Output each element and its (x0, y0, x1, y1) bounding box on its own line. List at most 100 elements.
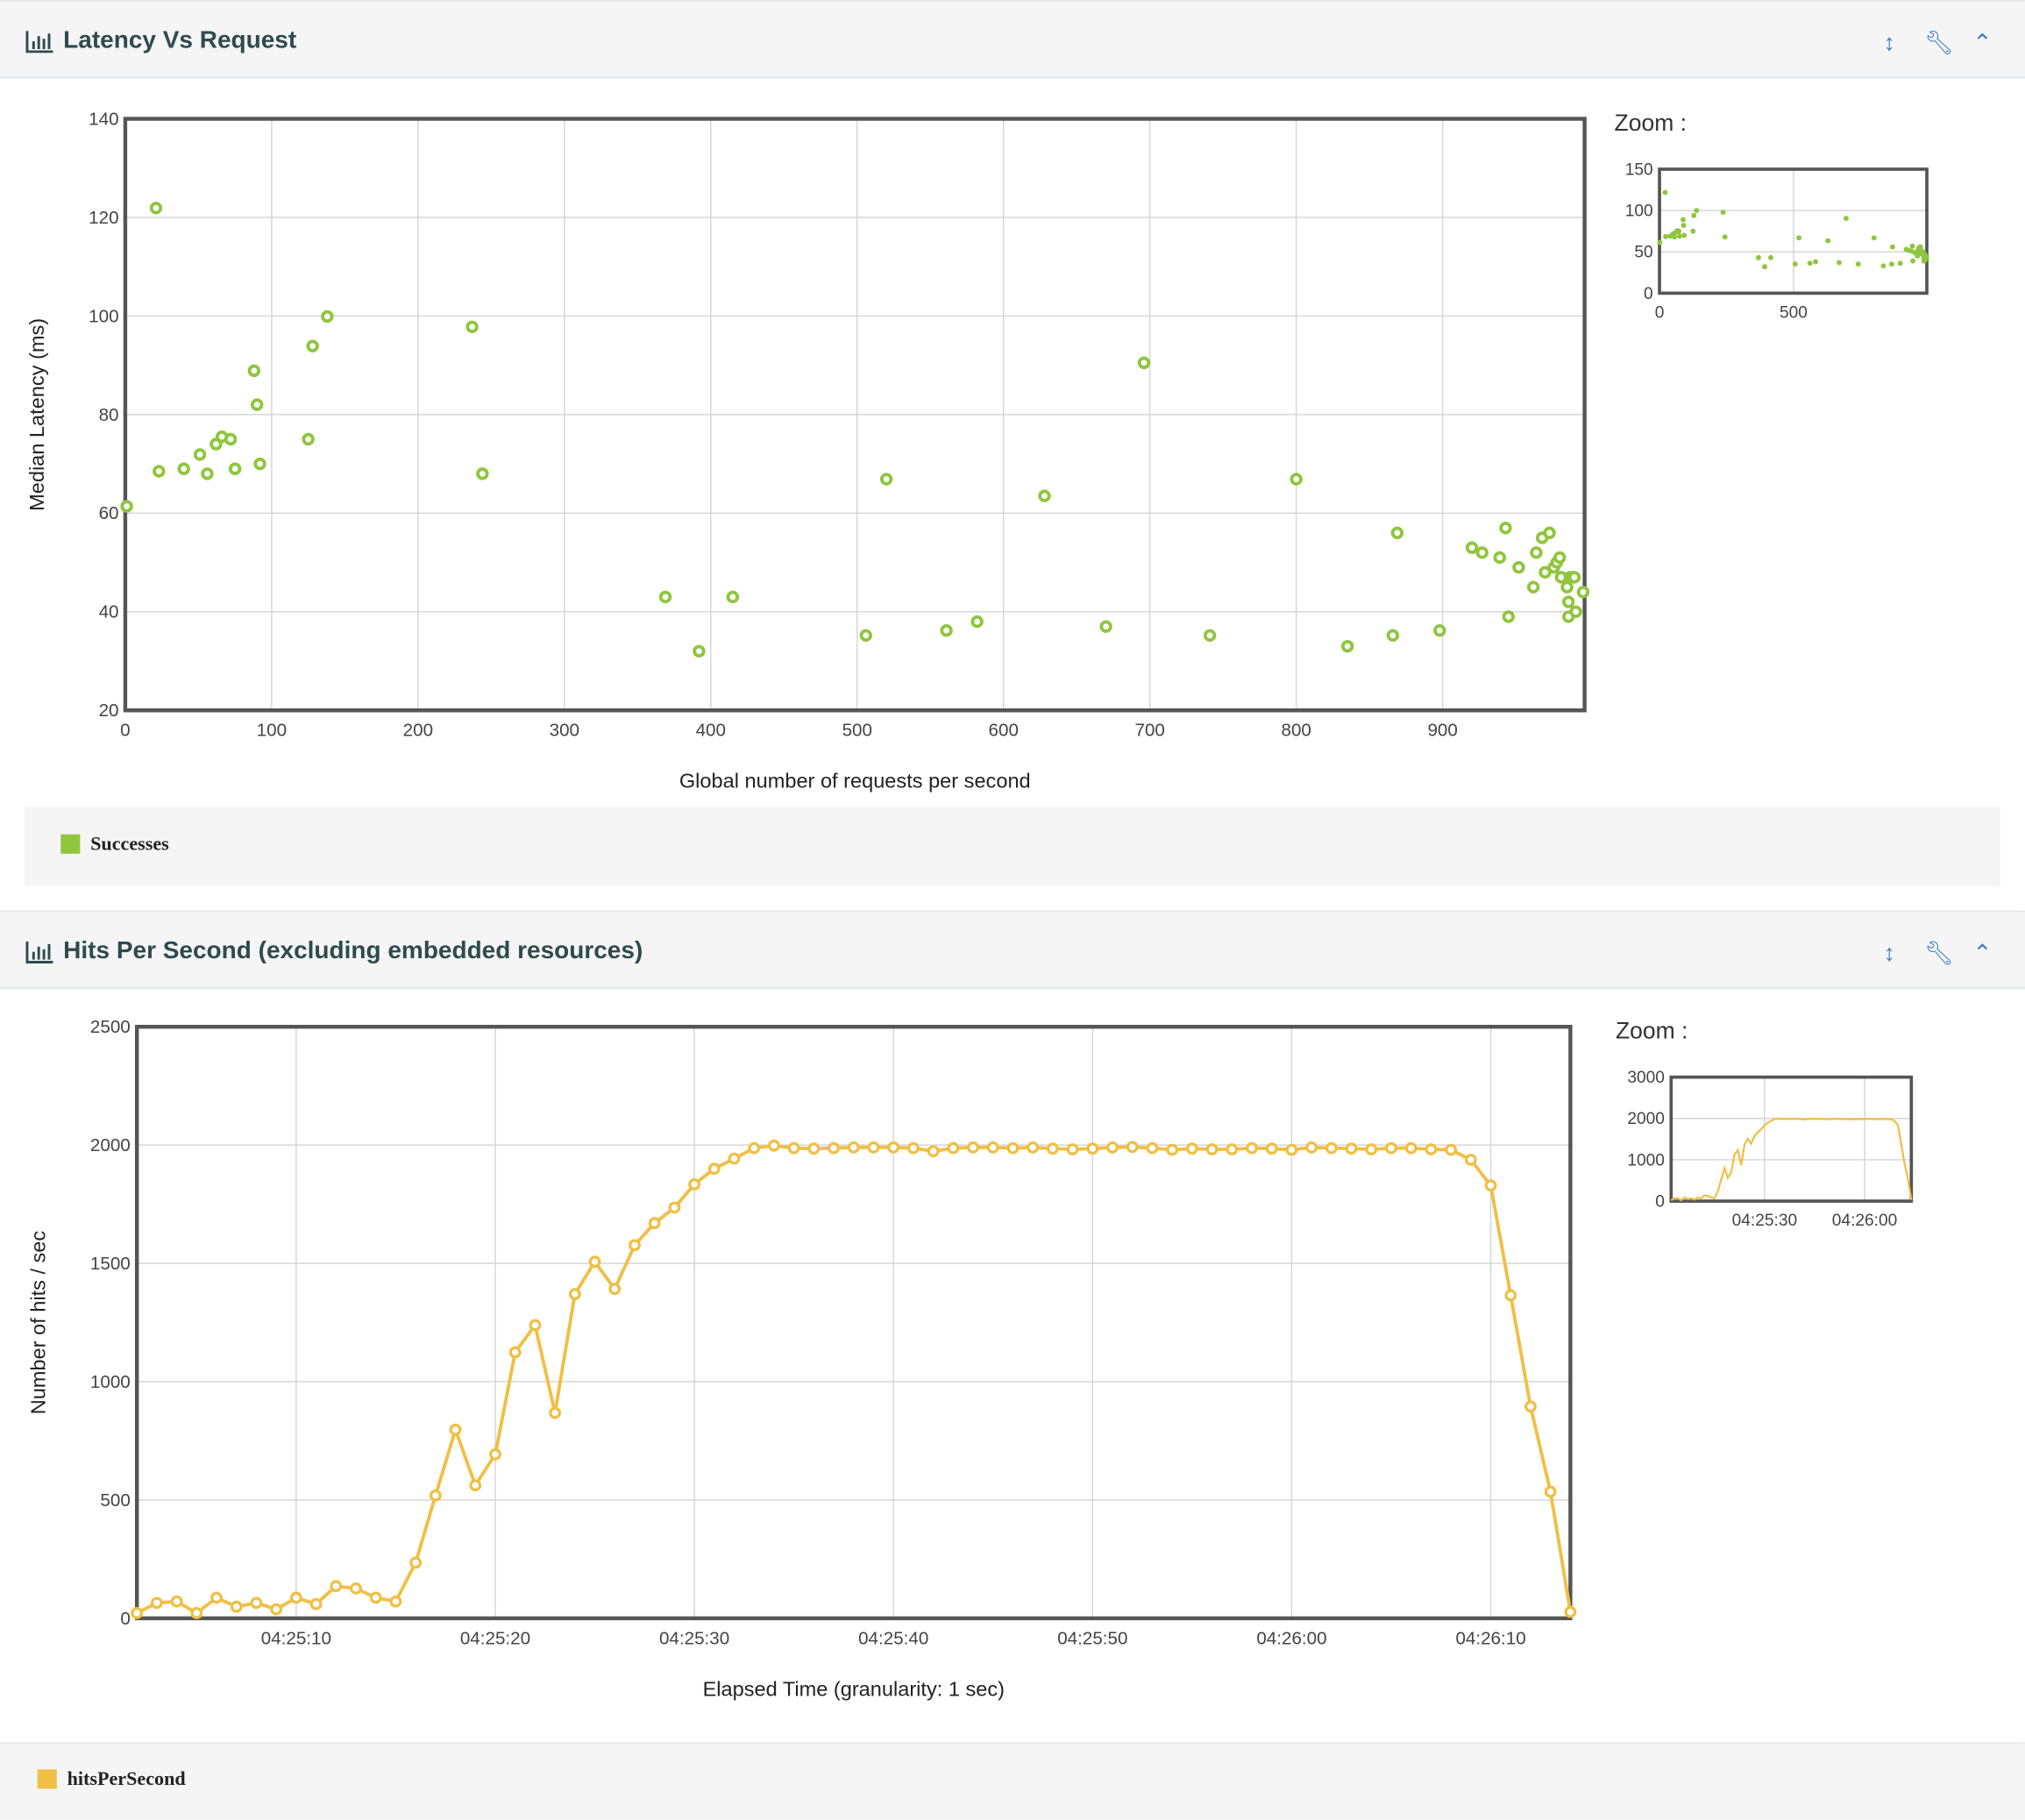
zoom-data-point (1672, 234, 1678, 240)
zoom-data-point (1871, 235, 1877, 241)
data-point (120, 500, 133, 513)
data-point (250, 1596, 263, 1610)
data-point (190, 1607, 203, 1619)
zoom-data-point (1680, 217, 1686, 223)
panel-title: Hits Per Second (excluding embedded reso… (25, 938, 643, 966)
data-point (149, 202, 163, 215)
y-tick-label: 80 (99, 405, 119, 425)
data-point (1512, 560, 1525, 574)
zoom-label: Zoom : (1615, 1017, 1688, 1044)
data-point (330, 1580, 343, 1593)
plot-border (134, 1024, 1573, 1621)
x-tick-label: 900 (1427, 721, 1457, 741)
zoom-data-point (1691, 212, 1697, 218)
data-point (1340, 639, 1354, 653)
plot-border (1669, 1075, 1914, 1203)
zoom-data-point (1677, 233, 1682, 239)
wrench-icon[interactable]: 🔧︎ (1924, 940, 1954, 966)
y-tick-label: 140 (89, 109, 118, 129)
x-tick-label: 700 (1135, 721, 1165, 741)
data-point (1126, 1141, 1139, 1154)
data-point (1538, 565, 1552, 579)
chevron-up-icon[interactable]: ⌃ (1972, 29, 1993, 56)
data-point (1560, 580, 1574, 594)
data-point (847, 1141, 860, 1154)
data-point (1265, 1142, 1278, 1155)
data-point (1484, 1179, 1497, 1192)
zoom-data-point (1694, 208, 1700, 214)
data-point (867, 1141, 880, 1154)
data-point (549, 1406, 562, 1419)
data-point (940, 623, 953, 637)
data-point (1553, 551, 1567, 565)
data-point (150, 1596, 163, 1610)
data-point (289, 1591, 302, 1604)
data-point (1404, 1141, 1418, 1155)
zoom-data-point (1923, 253, 1929, 259)
plot-border (123, 117, 1587, 713)
hits-legend: hitsPerSecond (0, 1742, 2025, 1820)
latency-zoom-chart[interactable]: 0 500 0 50 100 150 (1602, 155, 1950, 336)
zoom-data-point (1768, 254, 1773, 260)
data-point (726, 590, 740, 604)
data-point (1569, 605, 1582, 619)
zoom-data-point (1755, 254, 1761, 260)
x-tick-label: 800 (1281, 721, 1311, 741)
chevron-up-icon[interactable]: ⌃ (1972, 940, 1993, 966)
latency-legend: Successes (24, 807, 2000, 886)
data-point (369, 1591, 382, 1604)
data-point (1464, 1153, 1477, 1166)
expand-vertical-icon[interactable]: ↕ (1883, 29, 1895, 56)
hits-zoom-chart[interactable]: 04:25:30 04:26:00 0 1000 2000 3000 (1602, 1062, 1950, 1249)
legend-swatch-hits[interactable] (37, 1769, 57, 1789)
data-point (469, 1479, 482, 1492)
zoom-data-point (1909, 243, 1915, 249)
hits-title: Hits Per Second (excluding embedded reso… (63, 937, 643, 965)
x-axis-label: Global number of requests per second (679, 770, 1031, 793)
zoom-data-point (1720, 210, 1726, 216)
data-point (1425, 1143, 1438, 1155)
y-tick-label: 60 (99, 503, 119, 523)
legend-label-successes[interactable]: Successes (90, 834, 169, 856)
y-tick-label: 500 (100, 1490, 130, 1511)
zoom-data-point (1722, 234, 1728, 240)
y-tick-label: 0 (120, 1609, 130, 1629)
data-point (1285, 1143, 1298, 1156)
data-point (668, 1201, 681, 1214)
data-point (1385, 1141, 1397, 1155)
data-point (1166, 1143, 1179, 1156)
data-point (1365, 1143, 1378, 1155)
expand-vertical-icon[interactable]: ↕ (1883, 940, 1895, 966)
data-point (588, 1255, 601, 1269)
zoom-data-point (1813, 259, 1819, 265)
data-point (302, 432, 315, 446)
data-point (1205, 1143, 1219, 1155)
y-axis-label: Number of hits / sec (27, 1231, 50, 1415)
latency-scatter-chart: 0 100 200 300 400 500 600 700 800 900 20 40 60 80 100 1… (25, 109, 1590, 793)
data-point (879, 473, 893, 486)
x-axis-label: Elapsed Time (granularity: 1 sec) (703, 1677, 1005, 1700)
data-point (629, 1239, 641, 1252)
data-point (1576, 586, 1590, 599)
data-point (1543, 526, 1556, 540)
zoom-data-point (1855, 261, 1861, 267)
legend-label-hits[interactable]: hitsPerSecond (67, 1769, 186, 1790)
zoom-data-point (1917, 244, 1923, 250)
data-point (270, 1603, 283, 1616)
y-tick-label: 120 (89, 208, 118, 228)
data-point (1066, 1143, 1079, 1155)
data-point (508, 1346, 522, 1359)
plot-border (1658, 167, 1929, 295)
y-tick-label: 2000 (1627, 1110, 1665, 1128)
x-tick-label: 0 (120, 721, 130, 741)
wrench-icon[interactable]: 🔧︎ (1924, 29, 1954, 56)
data-point (224, 432, 238, 446)
legend-swatch-successes[interactable] (60, 834, 81, 854)
data-point (1499, 522, 1512, 535)
zoom-data-point (1889, 244, 1895, 250)
data-point (1086, 1142, 1099, 1155)
data-point (1475, 546, 1489, 559)
data-point (1562, 595, 1575, 608)
x-tick-label: 04:26:10 (1455, 1628, 1525, 1648)
zoom-data-point (1837, 259, 1842, 266)
